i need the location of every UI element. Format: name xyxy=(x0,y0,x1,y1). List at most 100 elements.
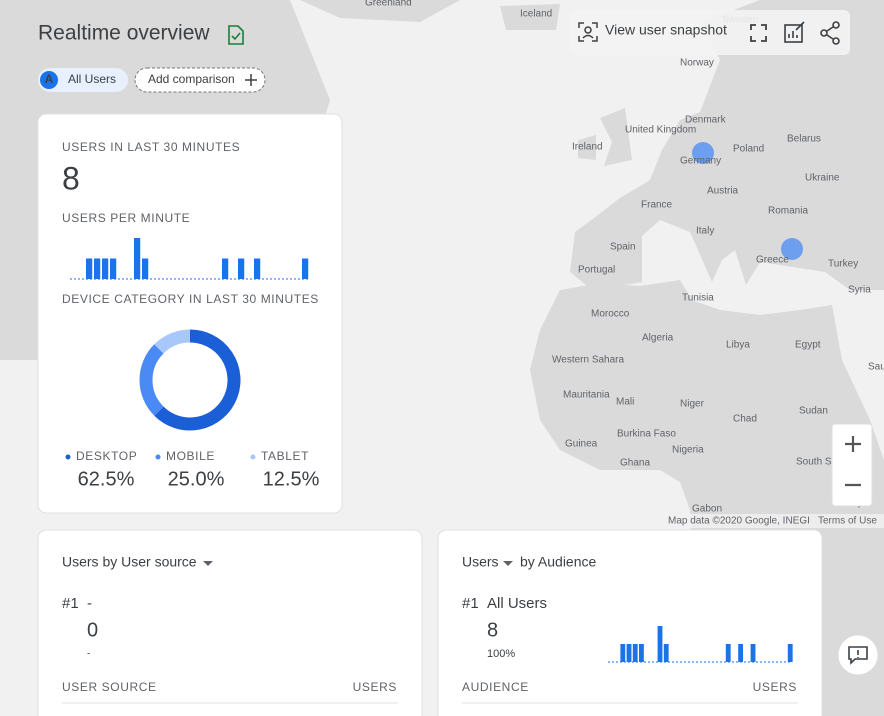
device-label: DEVICE CATEGORY IN LAST 30 MINUTES xyxy=(62,292,319,306)
map-label: Tunisia xyxy=(682,293,714,304)
map-label: Turkey xyxy=(828,259,858,270)
minute-bar xyxy=(94,258,101,279)
edit-icon[interactable] xyxy=(784,21,805,43)
map-label: Nigeria xyxy=(672,445,704,456)
minute-bar xyxy=(750,644,756,662)
map-label: South Sudan xyxy=(796,457,854,468)
map-label: Mauritania xyxy=(563,390,610,401)
map-label: Poland xyxy=(733,144,764,155)
audience-value: 8 xyxy=(487,619,498,641)
map-label: Libya xyxy=(726,340,750,351)
map-label: Chad xyxy=(733,414,757,425)
map-label: Ireland xyxy=(572,142,603,153)
map-label: Burkina Faso xyxy=(617,429,676,440)
donut-segment xyxy=(154,329,241,431)
legend-label: DESKTOP xyxy=(76,449,137,463)
source-value: 0 xyxy=(87,619,98,641)
map-label: Italy xyxy=(696,226,714,237)
map-label: Western Sahara xyxy=(552,355,625,366)
map-label: Iceland xyxy=(520,9,552,20)
device-share: 12.5% xyxy=(263,468,320,490)
zoom-control[interactable] xyxy=(831,423,873,507)
map-label: Austria xyxy=(707,186,739,197)
fullscreen-icon[interactable] xyxy=(750,24,767,42)
legend-dot xyxy=(250,454,256,460)
minute-bar xyxy=(254,258,261,279)
segment-badge: A xyxy=(45,72,54,86)
share-icon[interactable] xyxy=(820,21,840,45)
minute-bar xyxy=(620,644,626,662)
map-label: Portugal xyxy=(578,265,615,276)
minute-bar xyxy=(134,238,141,279)
map-label: Ukraine xyxy=(805,173,840,184)
users-card xyxy=(37,113,343,514)
minute-bar xyxy=(657,626,663,662)
audience-name: All Users xyxy=(487,595,547,612)
map-label: Greece xyxy=(756,255,789,266)
column-header: USERS xyxy=(753,680,797,694)
map-label: Guinea xyxy=(565,439,598,450)
legend-dot xyxy=(155,454,161,460)
map-label: Niger xyxy=(680,399,705,410)
legend-label: MOBILE xyxy=(166,449,215,463)
legend-label: TABLET xyxy=(261,449,309,463)
audience-share: 100% xyxy=(487,648,515,660)
audience-metric[interactable]: Users xyxy=(462,554,499,570)
map-label: France xyxy=(641,200,673,211)
map-label: Denmark xyxy=(685,115,727,126)
device-share: 62.5% xyxy=(78,468,135,490)
source-name: - xyxy=(87,595,92,612)
source-rank: #1 xyxy=(62,595,79,612)
minute-bar xyxy=(632,644,638,662)
per-minute-label: USERS PER MINUTE xyxy=(62,211,190,225)
users-label: USERS IN LAST 30 MINUTES xyxy=(62,140,240,154)
map-label: Ghana xyxy=(620,458,650,469)
column-header: USERS xyxy=(353,680,397,694)
device-share: 25.0% xyxy=(168,468,225,490)
map-label: United Kingdom xyxy=(625,125,696,136)
source-card xyxy=(37,529,423,716)
donut-segment xyxy=(139,344,164,416)
minute-bar xyxy=(626,644,632,662)
audience-rank: #1 xyxy=(462,595,479,612)
map-attribution: Map data ©2020 Google, INEGI xyxy=(668,516,810,527)
add-comparison-button[interactable] xyxy=(134,67,266,93)
minute-bar xyxy=(86,258,93,279)
segment-chip[interactable] xyxy=(38,68,128,92)
minute-bar xyxy=(110,258,117,279)
feedback-button[interactable] xyxy=(837,634,879,676)
status-icon xyxy=(228,25,244,45)
users-value: 8 xyxy=(62,160,80,196)
minute-bar xyxy=(302,258,309,279)
map-label: Algeria xyxy=(642,333,674,344)
map-label: Germany xyxy=(680,156,721,167)
minute-bar xyxy=(222,258,229,279)
segment-name: All Users xyxy=(68,72,116,86)
minute-bar xyxy=(663,644,669,662)
page-title: Realtime overview xyxy=(38,22,210,45)
minute-bar xyxy=(738,644,744,662)
minute-bar xyxy=(725,644,731,662)
map-label: Greenland xyxy=(365,0,412,9)
map-label: Sudan xyxy=(799,406,828,417)
donut-segment xyxy=(154,329,191,354)
snapshot-button[interactable]: View user snapshot xyxy=(605,22,727,38)
source-share: - xyxy=(87,649,90,660)
audience-card xyxy=(437,529,823,716)
map-label: Romania xyxy=(768,206,808,217)
map-label: Saudi xyxy=(868,362,884,373)
column-header: USER SOURCE xyxy=(62,680,157,694)
terms-link[interactable]: Terms of Use xyxy=(818,516,877,527)
map-label: Syria xyxy=(848,285,871,296)
minute-bar xyxy=(238,258,245,279)
add-comparison-label: Add comparison xyxy=(148,72,235,86)
source-title[interactable]: Users by User source xyxy=(62,554,197,570)
map-label: Gabon xyxy=(692,504,722,515)
minute-bar xyxy=(102,258,109,279)
map-label: Morocco xyxy=(591,309,630,320)
audience-title: by Audience xyxy=(520,554,596,570)
snapshot-icon[interactable] xyxy=(578,22,598,42)
map-label: Spain xyxy=(610,242,636,253)
map-label: Mali xyxy=(616,397,634,408)
